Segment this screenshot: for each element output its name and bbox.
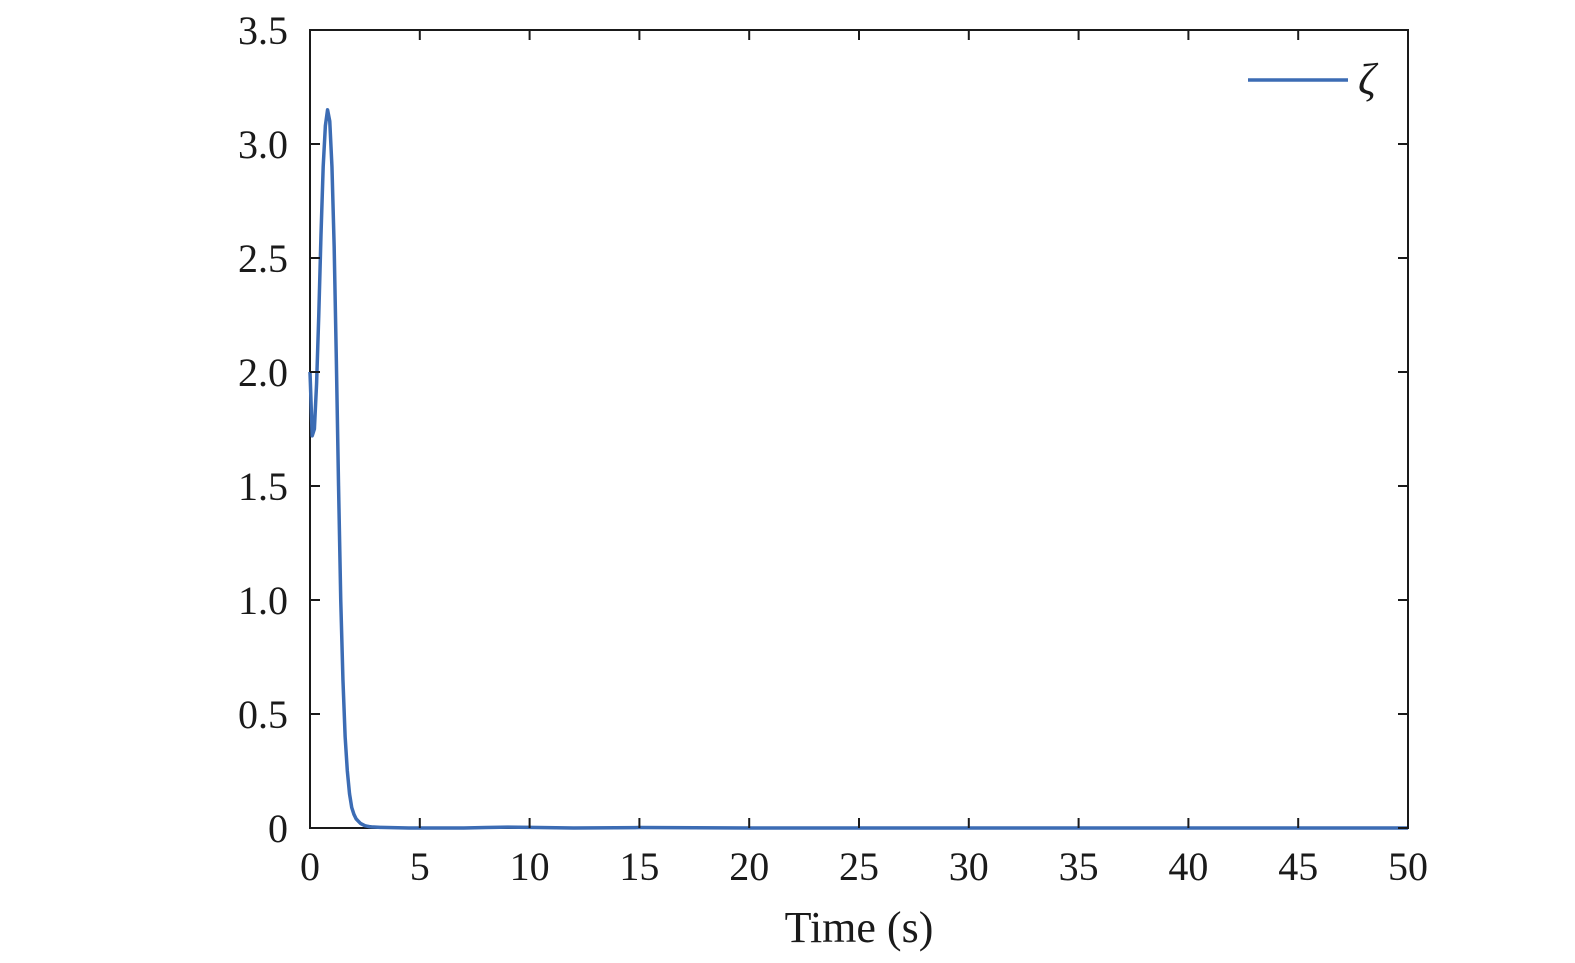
y-tick-label: 0	[268, 806, 288, 851]
x-tick-label: 0	[300, 844, 320, 889]
y-tick-label: 0.5	[238, 692, 288, 737]
x-tick-label: 25	[839, 844, 879, 889]
x-tick-label: 35	[1059, 844, 1099, 889]
series-line-zeta	[308, 108, 1408, 830]
x-axis-title: Time (s)	[785, 903, 934, 952]
plot-area	[309, 29, 1409, 829]
ticks-layer: 0 5 10 15 20 25 30 35 40 45 50 0 0.5 1.0 1.5 2.0 2.5 3.0 3…	[238, 8, 1428, 889]
series-layer	[308, 108, 1408, 830]
y-tick-label: 2.5	[238, 236, 288, 281]
x-tick-label: 40	[1168, 844, 1208, 889]
x-tick-label: 45	[1278, 844, 1318, 889]
plot-frame	[309, 29, 1409, 829]
x-tick-label: 50	[1388, 844, 1428, 889]
x-tick-label: 5	[410, 844, 430, 889]
x-tick-label: 20	[729, 844, 769, 889]
x-tick-label: 10	[510, 844, 550, 889]
legend: ζ	[1248, 55, 1379, 104]
x-tick-label: 15	[619, 844, 659, 889]
x-tick-label: 30	[949, 844, 989, 889]
y-tick-label: 1.0	[238, 578, 288, 623]
y-tick-label: 3.0	[238, 122, 288, 167]
y-tick-label: 2.0	[238, 350, 288, 395]
legend-label-zeta: ζ	[1358, 55, 1379, 104]
y-tick-label: 1.5	[238, 464, 288, 509]
y-tick-label: 3.5	[238, 8, 288, 53]
